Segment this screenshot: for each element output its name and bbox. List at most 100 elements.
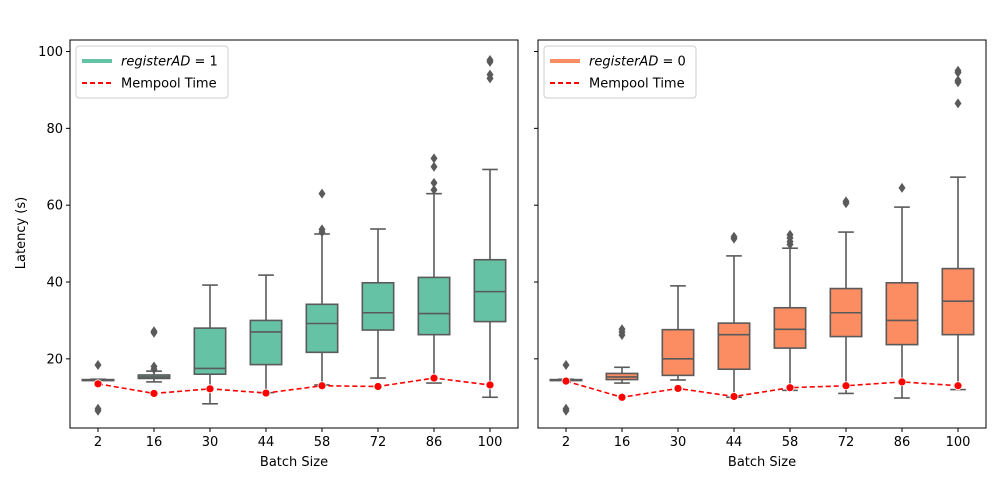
box-44 — [717, 231, 751, 399]
box-100 — [941, 65, 975, 391]
box-44 — [249, 274, 283, 394]
plot-frame — [537, 39, 987, 429]
y-tick-label: 100 — [38, 45, 63, 60]
outlier-point — [486, 69, 494, 80]
legend-label-mempool-time: Mempool Time — [121, 77, 217, 92]
legend-label-mempool-time: Mempool Time — [589, 77, 685, 92]
legend-label-register-ad: registerAD = 0 — [589, 55, 686, 70]
x-tick-label: 2 — [94, 435, 102, 450]
outlier-point — [486, 54, 494, 65]
mempool-time-point — [261, 388, 271, 398]
legend-box — [75, 45, 229, 99]
box-30 — [661, 285, 695, 381]
mempool-time-point — [897, 377, 907, 387]
x-tick-label: 58 — [782, 435, 799, 450]
box-iqr — [661, 328, 695, 377]
outlier-point — [94, 359, 102, 370]
box-iqr — [193, 327, 227, 376]
outlier-point — [562, 403, 570, 414]
legend: registerAD = 0 Mempool Time — [543, 45, 697, 99]
box-86 — [885, 182, 919, 399]
y-tick-label: 60 — [46, 199, 63, 214]
box-58 — [305, 188, 339, 386]
outlier-point — [430, 161, 438, 172]
mempool-time-point — [729, 392, 739, 401]
x-axis-label: Batch Size — [260, 455, 328, 470]
outlier-point — [954, 98, 962, 109]
box-iqr — [885, 281, 919, 346]
mempool-time-point — [429, 373, 439, 383]
legend-label-register-ad-name: registerAD — [589, 55, 658, 70]
legend-box — [543, 45, 697, 99]
box-58 — [773, 229, 807, 392]
outlier-point — [318, 224, 326, 235]
outlier-point — [150, 361, 158, 372]
box-iqr — [417, 276, 451, 336]
x-tick-label: 86 — [426, 435, 443, 450]
outlier-point — [430, 177, 438, 188]
mempool-time-line — [97, 377, 491, 395]
x-tick-label: 72 — [838, 435, 855, 450]
x-axis-label: Batch Size — [728, 455, 796, 470]
box-iqr — [717, 322, 751, 371]
x-tick-label: 16 — [614, 435, 631, 450]
outlier-point — [954, 65, 962, 76]
box-iqr — [249, 319, 283, 366]
mempool-time-point — [617, 392, 627, 402]
mempool-time-point — [785, 383, 795, 393]
outlier-point — [562, 359, 570, 370]
mempool-time-point — [205, 384, 215, 394]
x-tick-label: 16 — [146, 435, 163, 450]
mempool-time-point — [373, 382, 383, 391]
x-tick-label: 100 — [478, 435, 503, 450]
outlier-point — [430, 153, 438, 164]
x-tick-label: 44 — [726, 435, 743, 450]
mempool-time-point — [317, 381, 327, 391]
mempool-time-point — [561, 376, 571, 386]
box-iqr — [773, 306, 807, 349]
x-tick-label: 44 — [258, 435, 275, 450]
box-30 — [193, 284, 227, 405]
x-tick-label: 2 — [562, 435, 570, 450]
mempool-time-point — [93, 379, 103, 389]
mempool-time-point — [953, 381, 963, 391]
outlier-point — [618, 324, 626, 335]
y-tick-label: 40 — [46, 276, 63, 291]
x-tick-label: 30 — [670, 435, 687, 450]
legend-label-register-ad-value: = 1 — [190, 55, 217, 70]
box-iqr — [305, 303, 339, 354]
y-axis-label: Latency (s) — [14, 197, 29, 269]
box-100 — [473, 54, 507, 399]
mempool-time-point — [485, 380, 495, 390]
box-72 — [829, 196, 863, 395]
box-iqr — [473, 258, 507, 323]
box-16 — [137, 326, 171, 383]
plot-frame — [69, 39, 519, 429]
outlier-point — [94, 403, 102, 414]
outlier-point — [318, 188, 326, 199]
outlier-point — [842, 196, 850, 207]
outlier-point — [430, 184, 438, 195]
mempool-time-point — [149, 389, 159, 398]
outlier-point — [150, 326, 158, 337]
x-tick-label: 30 — [202, 435, 219, 450]
chart-right: 2 16 30 44 58 72 86 100 Batch Size registerAD = 0… — [534, 39, 987, 470]
legend-label-register-ad: registerAD = 1 — [121, 55, 218, 70]
box-72 — [361, 228, 395, 379]
x-tick-label: 86 — [894, 435, 911, 450]
legend: registerAD = 1 Mempool Time — [75, 45, 229, 99]
legend-label-register-ad-value: = 0 — [658, 55, 685, 70]
box-16 — [605, 324, 639, 384]
mempool-time-line — [565, 380, 959, 399]
legend-label-register-ad-name: registerAD — [121, 55, 190, 70]
outlier-point — [954, 75, 962, 86]
outlier-point — [898, 182, 906, 193]
mempool-time-point — [673, 384, 683, 393]
outlier-point — [730, 231, 738, 242]
box-2 — [549, 359, 583, 416]
box-86 — [417, 153, 451, 384]
x-tick-label: 100 — [946, 435, 971, 450]
mempool-time-point — [841, 381, 851, 391]
outlier-point — [786, 229, 794, 240]
